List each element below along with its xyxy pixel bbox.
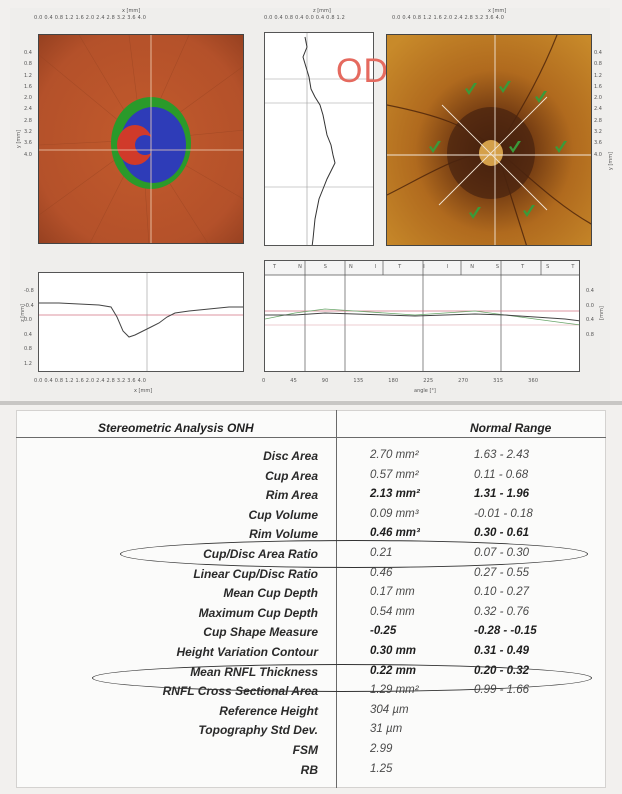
parameter-label: FSM bbox=[292, 743, 318, 757]
parameter-value: 0.46 mm³ bbox=[370, 527, 420, 540]
parameter-label: Linear Cup/Disc Ratio bbox=[193, 566, 318, 581]
parameter-label: Cup Volume bbox=[248, 507, 318, 522]
table-row: Cup Area 0.57 mm² 0.11 - 0.68 bbox=[16, 469, 606, 488]
top-left-y-axis-title: y [mm] bbox=[16, 129, 23, 149]
fundus-reflectance-image bbox=[386, 34, 592, 246]
top-right-y-ticks: 0.4 0.8 1.2 1.6 2.0 2.4 2.8 3.2 3.6 4.0 bbox=[594, 50, 602, 158]
parameter-normal-range: -0.28 - -0.15 bbox=[474, 625, 537, 638]
bottom-left-y-axis-title: z [mm] bbox=[19, 304, 26, 322]
parameter-normal-range: 1.31 - 1.96 bbox=[474, 488, 529, 501]
rnfl-sector-labels: T N S N I T I I N S T S T bbox=[273, 264, 575, 270]
rnfl-contour-plot bbox=[265, 261, 579, 371]
table-column-divider bbox=[336, 410, 337, 788]
fundus-image bbox=[387, 35, 591, 245]
parameter-label: Height Variation Contour bbox=[176, 645, 318, 659]
top-left-x-ticks: 0.0 0.4 0.8 1.2 1.6 2.0 2.4 2.8 3.2 3.6 … bbox=[34, 15, 147, 21]
horizontal-height-profile bbox=[38, 272, 244, 372]
parameter-value: 0.54 mm bbox=[370, 605, 415, 618]
parameter-normal-range: -0.01 - 0.18 bbox=[474, 507, 533, 520]
topography-map bbox=[38, 34, 244, 244]
stereometric-table bbox=[16, 410, 606, 788]
table-header-normal-range: Normal Range bbox=[470, 421, 552, 435]
table-row: RB 1.25 bbox=[16, 763, 606, 782]
table-row: FSM 2.99 bbox=[16, 743, 606, 762]
table-row: Disc Area 2.70 mm² 1.63 - 2.43 bbox=[16, 449, 606, 468]
highlight-ellipse-cup-disc-ratio bbox=[120, 540, 588, 568]
top-right-y-axis-title: y [mm] bbox=[608, 151, 615, 171]
parameter-normal-range: 1.63 - 2.43 bbox=[474, 449, 529, 461]
top-right-x-ticks: 0.0 0.4 0.8 1.2 1.6 2.0 2.4 2.8 3.2 3.6 … bbox=[392, 15, 505, 21]
table-row: Linear Cup/Disc Ratio 0.46 0.27 - 0.55 bbox=[16, 567, 606, 586]
parameter-value: 0.17 mm bbox=[370, 586, 415, 599]
rnfl-contour-graph: T N S N I T I I N S T S T bbox=[264, 260, 580, 372]
parameter-label: Mean Cup Depth bbox=[223, 586, 318, 601]
horizontal-profile-plot bbox=[39, 273, 243, 371]
highlight-ellipse-mean-rnfl bbox=[92, 664, 592, 692]
table-header-parameters: Stereometric Analysis ONH bbox=[98, 421, 254, 435]
vertical-profile-plot bbox=[265, 33, 373, 245]
parameter-value: 31 µm bbox=[370, 723, 403, 736]
bottom-right-x-ticks: 0 45 90 135 180 225 270 315 360 bbox=[262, 378, 539, 384]
section-divider bbox=[0, 401, 622, 405]
table-row: Mean Cup Depth 0.17 mm 0.10 - 0.27 bbox=[16, 586, 606, 605]
table-row: Reference Height 304 µm bbox=[16, 704, 606, 723]
parameter-label: Disc Area bbox=[263, 449, 318, 463]
parameter-label: Cup Shape Measure bbox=[203, 625, 318, 640]
table-row: Height Variation Contour 0.30 mm 0.31 - 0.… bbox=[16, 645, 606, 664]
bottom-right-y-axis-title: [mm] bbox=[598, 306, 605, 320]
bottom-left-x-ticks: 0.0 0.4 0.8 1.2 1.6 2.0 2.4 2.8 3.2 3.6 … bbox=[34, 378, 147, 384]
parameter-value: 0.46 bbox=[370, 566, 393, 579]
table-row: Cup Shape Measure -0.25 -0.28 - -0.15 bbox=[16, 625, 606, 644]
parameter-label: Maximum Cup Depth bbox=[198, 605, 318, 620]
parameter-value: -0.25 bbox=[370, 625, 397, 638]
parameter-label: Topography Std Dev. bbox=[198, 723, 318, 738]
table-row: Cup Volume 0.09 mm³ -0.01 - 0.18 bbox=[16, 508, 606, 527]
parameter-normal-range: 0.30 - 0.61 bbox=[474, 527, 529, 540]
parameter-value: 0.09 mm³ bbox=[370, 507, 419, 520]
table-header-divider bbox=[16, 437, 606, 438]
vertical-height-profile bbox=[264, 32, 374, 246]
parameter-normal-range: 0.11 - 0.68 bbox=[474, 468, 529, 481]
parameter-value: 2.13 mm² bbox=[370, 488, 420, 501]
table-row: Topography Std Dev. 31 µm bbox=[16, 723, 606, 742]
top-middle-x-axis-title: z [mm] bbox=[313, 8, 331, 14]
parameter-label: RB bbox=[300, 762, 318, 777]
table-row: Maximum Cup Depth 0.54 mm 0.32 - 0.76 bbox=[16, 606, 606, 625]
parameter-normal-range: 0.27 - 0.55 bbox=[474, 566, 529, 579]
bottom-right-y-ticks: 0.4 0.0 0.4 0.8 bbox=[586, 288, 594, 338]
parameter-label: Cup Area bbox=[265, 468, 318, 483]
parameter-value: 1.25 bbox=[370, 762, 393, 775]
parameter-value: 0.30 mm bbox=[370, 645, 417, 657]
parameter-normal-range: 0.32 - 0.76 bbox=[474, 605, 529, 618]
parameter-label: Rim Area bbox=[265, 488, 318, 503]
parameter-value: 2.70 mm² bbox=[370, 449, 419, 461]
top-left-y-ticks: 0.4 0.8 1.2 1.6 2.0 2.4 2.8 3.2 3.6 4.0 bbox=[24, 50, 32, 158]
topography-map-image bbox=[39, 35, 243, 243]
top-middle-x-ticks: 0.0 0.4 0.8 0.4 0.0 0.4 0.8 1.2 bbox=[264, 15, 346, 21]
parameter-value: 2.99 bbox=[370, 743, 393, 755]
parameter-normal-range: 0.31 - 0.49 bbox=[474, 645, 529, 657]
imaging-panels: x [mm] 0.0 0.4 0.8 1.2 1.6 2.0 2.4 2.8 3… bbox=[10, 8, 614, 400]
bottom-left-x-axis-title: x [mm] bbox=[134, 388, 153, 394]
top-right-x-axis-title: x [mm] bbox=[488, 8, 507, 14]
parameter-value: 0.57 mm² bbox=[370, 468, 419, 481]
parameter-label: Reference Height bbox=[219, 703, 318, 718]
top-left-x-axis-title: x [mm] bbox=[122, 8, 141, 14]
table-row: Rim Area 2.13 mm² 1.31 - 1.96 bbox=[16, 488, 606, 507]
parameter-label: Rim Volume bbox=[249, 527, 318, 542]
eye-laterality-label: OD bbox=[336, 52, 389, 90]
bottom-right-x-axis-title: angle [°] bbox=[414, 388, 436, 394]
bottom-left-y-ticks: -0.8 -0.4 0.0 0.4 0.8 1.2 bbox=[24, 288, 34, 367]
parameter-normal-range: 0.10 - 0.27 bbox=[474, 586, 529, 599]
table-row: Rim Volume 0.46 mm³ 0.30 - 0.61 bbox=[16, 527, 606, 546]
parameter-value: 304 µm bbox=[370, 703, 409, 716]
